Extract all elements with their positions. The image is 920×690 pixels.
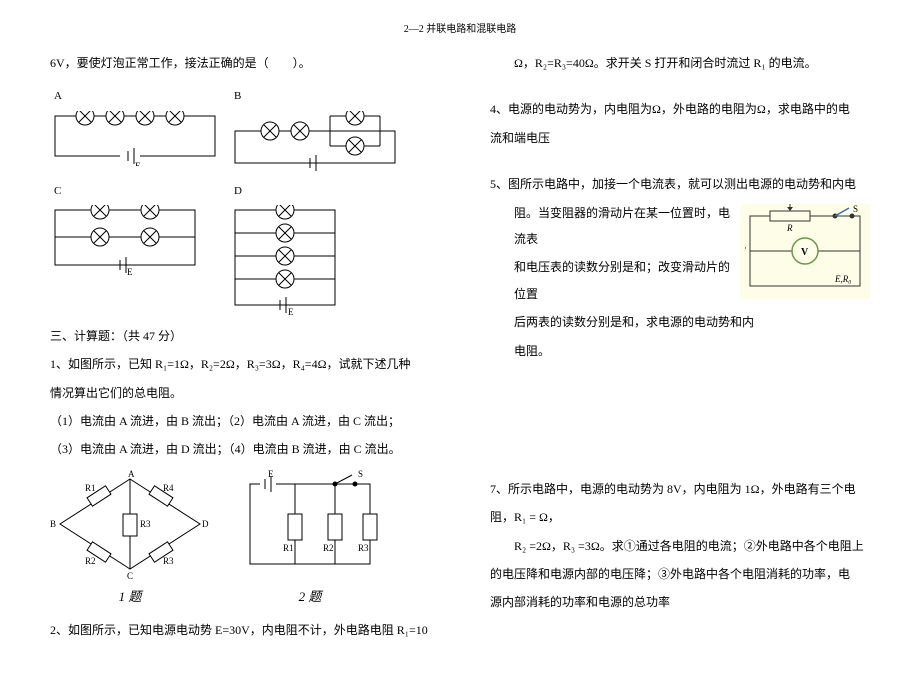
caption-1: 1 题 xyxy=(50,583,210,612)
diagram-q2: E S R1 R2 R3 2 题 xyxy=(240,469,380,612)
q4-line2: 流和端电压 xyxy=(490,125,870,151)
fig-er: E,R₀ xyxy=(834,274,851,284)
wheatstone-svg: A B C D R1 R4 R2 R3 R3 xyxy=(50,469,210,579)
fig-left-dot: · xyxy=(744,243,747,253)
q5-line4: 后两表的读数分别是和，求电源的电动势和内 xyxy=(490,309,870,335)
diagram-d: D E xyxy=(230,179,340,315)
q5-figure: S R V E,R₀ · xyxy=(740,204,870,299)
label-e-d: E xyxy=(288,307,294,315)
circuit-d-svg: E xyxy=(230,205,340,315)
circuit-b-svg xyxy=(230,111,400,171)
q1-line2: 情况算出它们的总电阻。 xyxy=(50,380,430,406)
q2-text: 2、如图所示，已知电源电动势 E=30V，内电阻不计，外电路电阻 R₁=10 xyxy=(50,617,430,643)
res-r2-q2: R2 xyxy=(323,543,334,553)
q5-line5: 电阻。 xyxy=(490,338,870,364)
circuit-c-svg: E xyxy=(50,205,200,275)
res-r2: R2 xyxy=(85,556,96,566)
q5-line1: 5、图所示电路中，加接一个电流表，就可以测出电源的电动势和内电 xyxy=(490,171,870,197)
bottom-diagrams: A B C D R1 R4 R2 R3 R3 1 题 xyxy=(50,469,430,612)
left-column: 6V，要使灯泡正常工作，接法正确的是（ ）。 A xyxy=(50,50,430,646)
q5-circuit-svg: S R V E,R₀ · xyxy=(740,204,870,299)
diagram-c: C E xyxy=(50,179,200,275)
q7-line1: 7、所示电路中，电源的电动势为 8V，内电阻为 1Ω，外电路有三个电 xyxy=(490,476,870,502)
circuit-a-svg: E xyxy=(50,111,220,166)
res-r1-q2: R1 xyxy=(283,543,294,553)
diagram-q1: A B C D R1 R4 R2 R3 R3 1 题 xyxy=(50,469,210,612)
q7-line3: R₂ =2Ω，R₃ =3Ω。求①通过各电阻的电流；②外电路中各个电阻上 xyxy=(490,533,870,559)
fig-s: S xyxy=(853,204,858,214)
diagram-row-cd: C E xyxy=(50,179,430,315)
node-c: C xyxy=(127,571,133,579)
q1-line3: （1）电流由 A 流进，由 B 流出；（2）电流由 A 流进，由 C 流出； xyxy=(50,408,430,434)
section-3-title: 三、计算题：（共 47 分） xyxy=(50,323,430,349)
q5-block: 5、图所示电路中，加接一个电流表，就可以测出电源的电动势和内电 xyxy=(490,171,870,364)
r-p1: Ω，R₂=R₃=40Ω。求开关 S 打开和闭合时流过 R₁ 的电流。 xyxy=(490,50,870,76)
res-r3-q2: R3 xyxy=(358,543,369,553)
label-a: A xyxy=(54,84,62,108)
diagram-b: B xyxy=(230,84,400,170)
content-columns: 6V，要使灯泡正常工作，接法正确的是（ ）。 A xyxy=(50,50,870,646)
res-r1: R1 xyxy=(85,483,96,493)
q7-line4: 的电压降和电源内部的电压降；③外电路中各个电阻消耗的功率，电 xyxy=(490,561,870,587)
q7-line2: 阻，R₁ = Ω， xyxy=(490,504,870,530)
label-c: C xyxy=(54,179,61,203)
node-d: D xyxy=(202,519,209,529)
res-r3: R3 xyxy=(140,519,151,529)
caption-2: 2 题 xyxy=(240,583,380,612)
q7-line5: 源内部消耗的功率和电源的总功率 xyxy=(490,589,870,615)
diagram-a: A E xyxy=(50,84,220,165)
diagram-row-ab: A E xyxy=(50,84,430,170)
q4-line1: 4、电源的电动势为，内电阻为Ω，外电路的电阻为Ω，求电路中的电 xyxy=(490,96,870,122)
res-r4: R4 xyxy=(163,483,174,493)
q1-line1: 1、如图所示，已知 R₁=1Ω，R₂=2Ω，R₃=3Ω，R₄=4Ω，试就下述几种 xyxy=(50,351,430,377)
label-b: B xyxy=(234,84,241,108)
fig-r: R xyxy=(786,223,793,233)
fig-v: V xyxy=(801,247,809,258)
label-d: D xyxy=(234,179,242,203)
label-e: E xyxy=(135,161,141,166)
q-opening: 6V，要使灯泡正常工作，接法正确的是（ ）。 xyxy=(50,50,430,76)
q1-line4: （3）电流由 A 流进，由 D 流出；（4）电流由 B 流进，由 C 流出。 xyxy=(50,436,430,462)
node-b: B xyxy=(50,519,56,529)
label-e-q2: E xyxy=(268,469,274,479)
label-e-c: E xyxy=(127,267,133,275)
node-a: A xyxy=(128,469,135,479)
circuit-q2-svg: E S R1 R2 R3 xyxy=(240,469,380,579)
label-s-q2: S xyxy=(358,469,363,479)
page-header: 2—2 并联电路和混联电路 xyxy=(50,20,870,35)
res-r3-b: R3 xyxy=(163,556,174,566)
right-column: Ω，R₂=R₃=40Ω。求开关 S 打开和闭合时流过 R₁ 的电流。 4、电源的… xyxy=(490,50,870,646)
